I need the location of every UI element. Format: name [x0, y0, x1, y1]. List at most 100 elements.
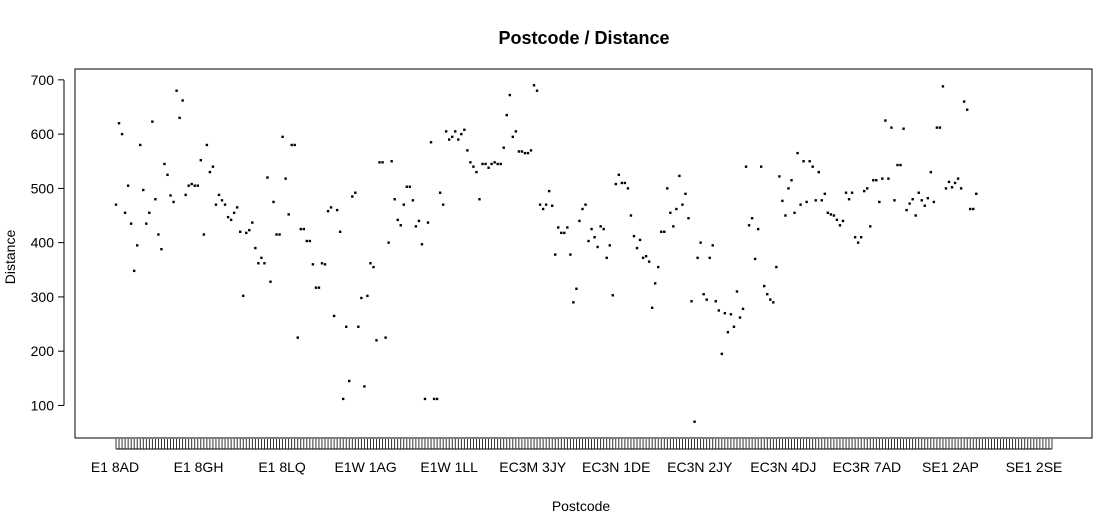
data-point	[354, 191, 357, 194]
y-tick-label: 300	[31, 289, 55, 305]
data-point	[572, 301, 575, 304]
data-point	[805, 200, 808, 204]
data-point	[345, 325, 348, 328]
data-point	[441, 203, 445, 206]
data-point	[575, 287, 578, 290]
chart-title: Postcode / Distance	[498, 28, 669, 48]
x-tick-label: EC3R 7AD	[833, 459, 901, 475]
data-point	[808, 160, 811, 163]
data-point	[905, 208, 908, 212]
data-point	[372, 265, 375, 269]
data-point	[793, 211, 796, 215]
data-point	[623, 181, 627, 185]
data-point	[508, 93, 511, 97]
data-point	[766, 292, 769, 296]
data-point	[741, 307, 745, 311]
data-point	[523, 151, 527, 155]
data-point	[281, 135, 284, 139]
data-point	[390, 160, 393, 163]
data-point	[560, 231, 563, 235]
data-point	[532, 84, 536, 87]
x-tick-label: EC3M 3JY	[499, 459, 567, 475]
x-tick-label: EC3N 1DE	[582, 459, 650, 475]
data-point	[756, 227, 760, 231]
data-point	[126, 184, 130, 187]
data-point	[478, 198, 481, 201]
data-point	[687, 217, 690, 220]
data-point	[178, 116, 181, 120]
data-point	[632, 234, 636, 238]
data-point	[566, 226, 569, 229]
data-point	[460, 132, 463, 136]
data-point	[535, 89, 539, 92]
data-point	[196, 184, 199, 187]
data-point	[581, 207, 584, 211]
data-point	[884, 119, 887, 122]
data-point	[517, 150, 521, 153]
data-point	[693, 420, 696, 423]
data-point	[193, 184, 196, 187]
data-point	[357, 325, 360, 328]
data-point	[678, 174, 681, 178]
data-point	[726, 330, 730, 334]
data-point	[514, 130, 518, 133]
data-point	[420, 243, 424, 246]
data-point	[499, 162, 502, 166]
data-point	[847, 198, 851, 201]
data-point	[620, 181, 624, 185]
data-point	[496, 162, 499, 166]
data-point	[432, 397, 436, 401]
data-point	[747, 224, 751, 227]
data-point	[929, 170, 933, 174]
data-point	[526, 151, 530, 155]
data-point	[160, 247, 163, 251]
data-point	[838, 224, 842, 227]
y-tick-label: 200	[31, 343, 55, 359]
data-point	[926, 196, 930, 200]
data-point	[136, 244, 139, 247]
data-point	[853, 236, 857, 239]
data-point	[351, 195, 354, 198]
data-point	[972, 207, 975, 211]
data-point	[914, 214, 917, 217]
data-point	[832, 214, 836, 217]
x-tick-label: E1W 1LL	[420, 459, 478, 475]
y-tick-label: 500	[31, 180, 55, 196]
data-point	[569, 253, 572, 256]
data-point	[953, 181, 957, 185]
data-point	[944, 187, 948, 190]
data-point	[696, 256, 699, 260]
data-point	[908, 202, 911, 205]
data-point	[448, 138, 451, 141]
y-tick-label: 600	[31, 126, 55, 142]
data-point	[896, 163, 899, 167]
data-point	[554, 253, 557, 256]
data-point	[375, 339, 378, 342]
data-point	[426, 221, 430, 224]
data-point	[502, 146, 505, 149]
data-point	[699, 241, 702, 244]
data-point	[163, 162, 166, 166]
data-point	[278, 233, 281, 236]
data-point	[702, 292, 705, 296]
data-point	[735, 290, 739, 293]
x-tick-label: E1 8AD	[91, 459, 139, 475]
data-point	[314, 286, 318, 289]
data-point	[729, 313, 733, 316]
data-point	[269, 280, 272, 283]
data-point	[956, 177, 960, 180]
data-point	[672, 225, 675, 228]
data-point	[584, 203, 587, 206]
data-point	[257, 262, 260, 265]
data-point	[429, 141, 433, 144]
data-point	[899, 163, 902, 167]
data-point	[817, 170, 820, 174]
data-point	[451, 135, 454, 139]
data-point	[684, 192, 687, 196]
data-point	[593, 236, 596, 239]
data-point	[184, 193, 187, 197]
data-point	[823, 192, 827, 196]
data-point	[226, 215, 230, 219]
data-point	[411, 199, 415, 202]
data-point	[151, 120, 154, 123]
